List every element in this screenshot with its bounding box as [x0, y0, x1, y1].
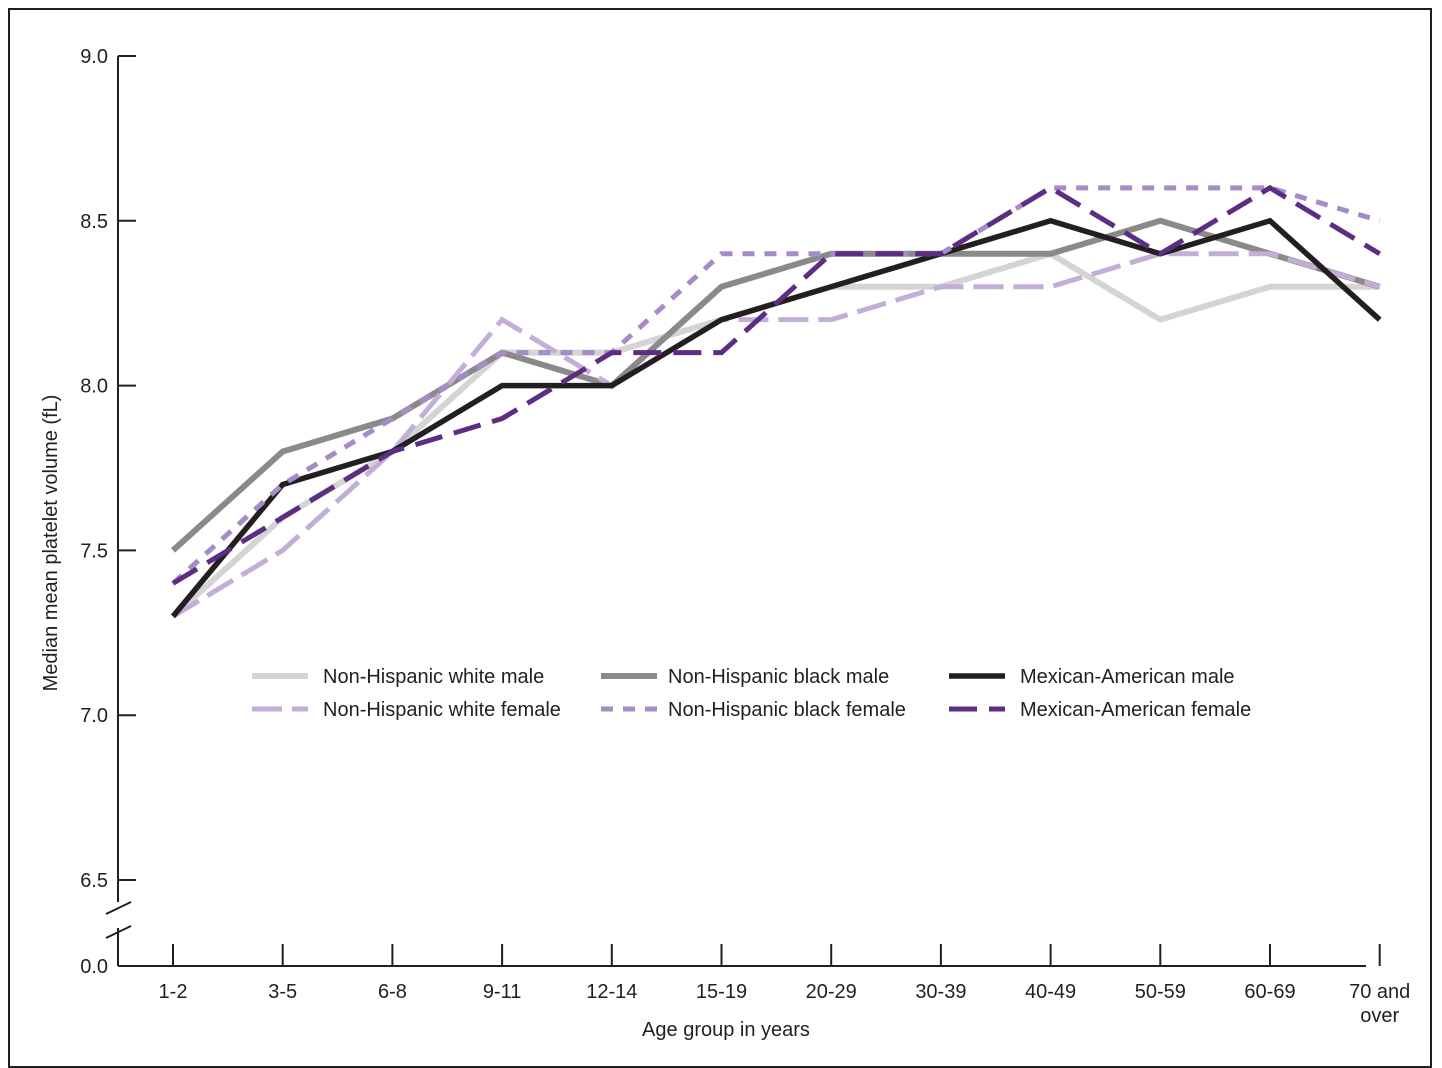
y-tick-label: 8.5 — [80, 211, 108, 233]
series-line-non-hispanic-black-male — [170, 217, 1381, 553]
y-axis-title: Median mean platelet volume (fL) — [40, 395, 62, 692]
series-line-non-hispanic-black-female — [171, 185, 1381, 586]
legend-label: Mexican-American male — [1020, 666, 1235, 688]
axes: 9.0 8.5 8.0 7.5 7.0 6.5 0.0 1-2 3-5 6-8 9-11 12-14 1… — [80, 46, 1410, 1027]
legend-label: Non-Hispanic black female — [668, 699, 906, 721]
x-tick-label: 1-2 — [159, 981, 188, 1003]
x-tick-label: 40-49 — [1025, 981, 1076, 1003]
axis-break-mark — [105, 901, 132, 915]
series-line-mexican-american-female — [171, 184, 1381, 586]
series-line-non-hispanic-white-female — [171, 251, 1381, 619]
y-tick-label: 7.5 — [80, 540, 108, 562]
x-tick-label: 20-29 — [806, 981, 857, 1003]
series-line-mexican-american-male — [170, 217, 1382, 619]
x-tick-label: 50-59 — [1135, 981, 1186, 1003]
x-tick-label: 30-39 — [915, 981, 966, 1003]
legend-label: Mexican-American female — [1020, 699, 1251, 721]
y-tick-label: 8.0 — [80, 376, 108, 398]
x-tick-label: 70 and over — [1349, 981, 1410, 1027]
x-tick-label: 60-69 — [1244, 981, 1295, 1003]
x-tick-label: 3-5 — [268, 981, 297, 1003]
x-axis-title: Age group in years — [642, 1019, 810, 1041]
series-layer — [170, 184, 1382, 619]
x-tick-label: 15-19 — [696, 981, 747, 1003]
series-line-non-hispanic-white-male — [170, 250, 1380, 619]
legend: Non-Hispanic white male Non-Hispanic blac… — [252, 666, 1251, 721]
y-tick-label: 6.5 — [80, 870, 108, 892]
axis-break-mark — [105, 925, 132, 939]
x-tick-label: 9-11 — [483, 981, 522, 1003]
x-tick-label: 12-14 — [586, 981, 637, 1003]
legend-label: Non-Hispanic white female — [323, 699, 561, 721]
legend-label: Non-Hispanic white male — [323, 666, 544, 688]
x-tick-label: 6-8 — [378, 981, 407, 1003]
y-tick-label-base: 0.0 — [80, 956, 108, 978]
y-tick-label: 9.0 — [80, 46, 108, 68]
y-tick-label: 7.0 — [80, 705, 108, 727]
legend-label: Non-Hispanic black male — [668, 666, 889, 688]
